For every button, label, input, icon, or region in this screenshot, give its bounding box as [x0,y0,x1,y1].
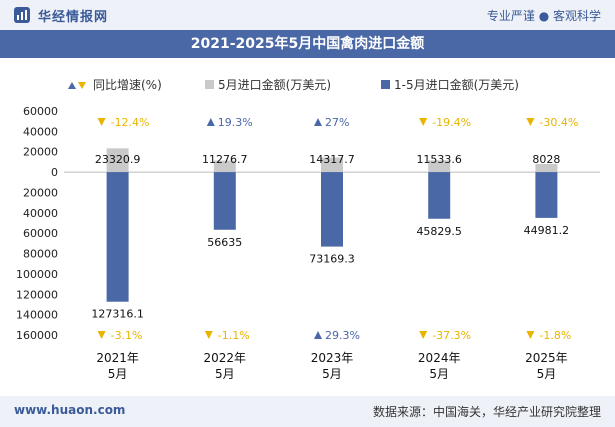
y-tick-label: 60000 [23,105,58,118]
growth-down-icon [526,118,535,126]
legend-swatch-ytd [381,80,390,89]
data-label-ytd: 44981.2 [524,224,570,237]
y-tick-label: 120000 [16,288,58,301]
logo-icon [14,7,30,23]
y-tick-label: 100000 [16,268,58,281]
footer-source: 数据来源：中国海关，华经产业研究院整理 [372,405,601,419]
growth-up-icon [314,118,322,126]
growth-down-icon [97,331,106,339]
growth-down-icon [419,331,428,339]
logo-text: 华经情报网 [38,10,109,25]
bar-may [321,157,343,173]
data-label-ytd: 45829.5 [416,225,462,238]
x-tick-label: 2021年 [96,351,139,365]
y-tick-label: 20000 [23,186,58,199]
y-tick-label: 40000 [23,125,58,138]
data-label-ytd: 56635 [207,236,242,249]
growth-may-label: -12.4% [111,116,150,129]
chart-title: 2021-2025年5月中国禽肉进口金额 [0,30,615,58]
growth-down-icon [204,331,213,339]
growth-may-label: -19.4% [432,116,471,129]
bar-chart: 同比增速(%) 5月进口金额(万美元) 1-5月进口金额(万美元) 60000 4000… [16,77,600,381]
x-tick-label: 2022年 [204,351,247,365]
x-tick-label: 2023年 [311,351,354,365]
legend-label-may: 5月进口金额(万美元) [218,77,331,92]
legend-label-ytd: 1-5月进口金额(万美元) [394,77,519,92]
growth-up-icon [206,118,215,126]
y-tick-label: 140000 [16,309,58,322]
growth-ytd-label: -1.1% [218,329,250,342]
data-label-ytd: 73169.3 [309,253,355,266]
y-tick-label: 20000 [23,146,58,159]
growth-up-icon [314,331,322,339]
data-label-may: 23320.9 [95,153,141,166]
bar-may [106,148,129,173]
growth-ytd-label: 29.3% [325,329,360,342]
data-label-may: 11276.7 [202,153,248,166]
top-bar: 华经情报网 专业严谨 ● 客观科学 [0,0,615,30]
y-tick-label: 60000 [23,227,58,240]
y-tick-label: 160000 [16,329,58,342]
x-tick-label: 5月 [215,367,235,381]
tagline: 专业严谨 ● 客观科学 [486,9,601,23]
growth-down-icon [97,118,106,126]
footer-website[interactable]: www.huaon.com [14,403,126,417]
y-tick-label: 0 [51,166,58,179]
growth-down-icon [419,118,428,126]
bar-ytd [213,172,236,230]
x-tick-label: 5月 [108,367,128,381]
y-tick-label: 80000 [23,248,58,261]
bar-may [213,160,236,173]
data-label-may: 14317.7 [309,153,355,166]
data-label-may: 8028 [532,153,560,166]
x-tick-label: 2024年 [418,351,461,365]
bar-may [428,160,451,173]
y-tick-label: 40000 [23,207,58,220]
growth-may-label: 19.3% [218,116,253,129]
data-label-may: 11533.6 [416,153,462,166]
legend-label-growth: 同比增速(%) [93,78,162,92]
bar-ytd [428,172,451,219]
growth-ytd-label: -3.1% [111,329,143,342]
bar-may [535,163,558,173]
bar-ytd [106,172,129,302]
data-label-ytd: 127316.1 [91,308,144,321]
legend-down-triangle-icon [78,82,86,89]
growth-ytd-label: -37.3% [432,329,471,342]
x-tick-label: 5月 [322,367,342,381]
x-tick-label: 5月 [537,367,557,381]
growth-down-icon [526,331,535,339]
growth-may-label: 27% [325,116,349,129]
footer-bar: www.huaon.com 数据来源：中国海关，华经产业研究院整理 [0,396,615,427]
bar-ytd [321,172,343,247]
x-tick-label: 5月 [429,367,449,381]
bar-ytd [535,172,558,218]
x-tick-label: 2025年 [525,351,568,365]
legend-up-triangle-icon [68,82,76,89]
growth-may-label: -30.4% [539,116,578,129]
legend-swatch-may [205,80,214,89]
growth-ytd-label: -1.8% [539,329,571,342]
